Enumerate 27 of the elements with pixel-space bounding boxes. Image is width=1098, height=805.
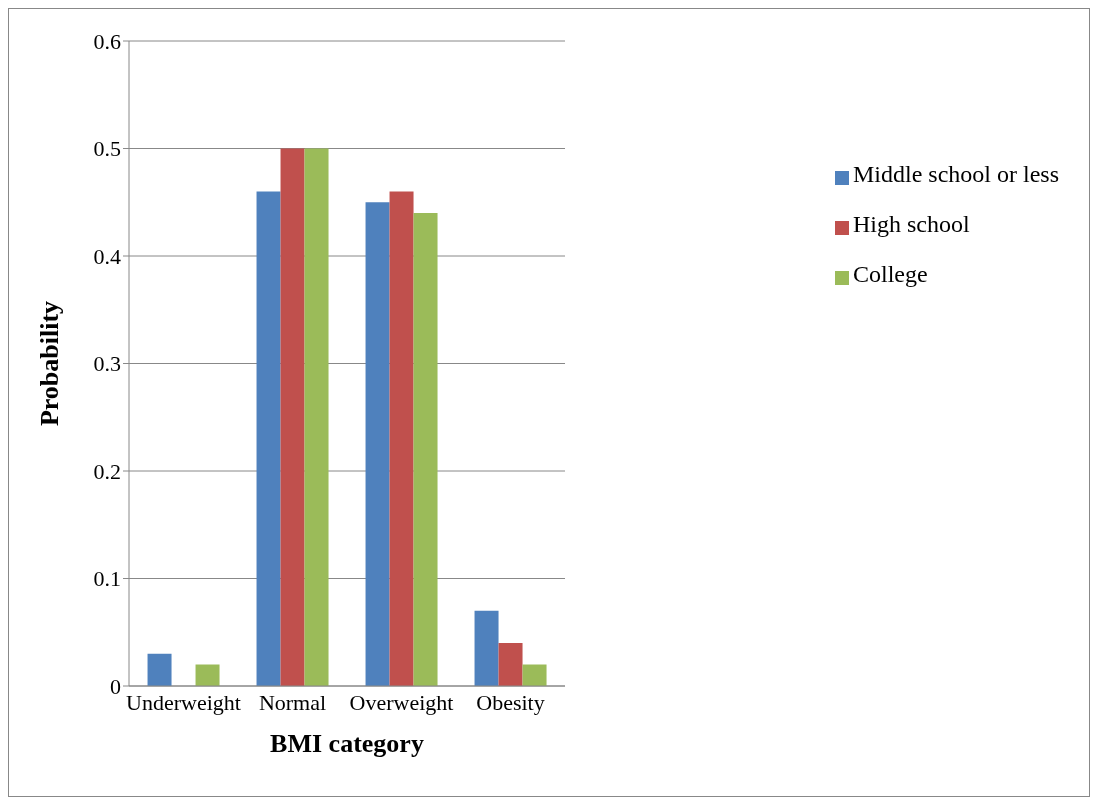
- x-tick-label: Overweight: [349, 689, 454, 715]
- bar: [522, 664, 547, 686]
- bar: [147, 653, 172, 686]
- bar: [365, 202, 390, 686]
- y-tick-label: 0: [110, 673, 121, 699]
- y-tick-label: 0.1: [93, 566, 121, 592]
- y-tick-label: 0.4: [93, 243, 121, 269]
- bar: [280, 148, 305, 686]
- x-tick-label: Obesity: [476, 689, 545, 715]
- bar: [304, 148, 329, 686]
- bar: [195, 664, 220, 686]
- bar: [389, 191, 414, 686]
- x-tick-label: Normal: [258, 689, 327, 715]
- x-tick-label: Underweight: [126, 689, 241, 715]
- y-tick-label: 0.2: [93, 458, 121, 484]
- x-axis-title: BMI category: [270, 729, 424, 758]
- y-tick-label: 0.6: [93, 28, 121, 54]
- legend-label: Middle school or less: [853, 161, 1059, 187]
- bar: [498, 643, 523, 686]
- bar: [413, 213, 438, 686]
- bar: [256, 191, 281, 686]
- y-tick-label: 0.5: [93, 136, 121, 162]
- legend-label: High school: [853, 211, 970, 237]
- y-tick-label: 0.3: [93, 351, 121, 377]
- legend-label: College: [853, 261, 928, 287]
- y-axis-title: Probability: [35, 300, 65, 427]
- bar: [474, 610, 499, 686]
